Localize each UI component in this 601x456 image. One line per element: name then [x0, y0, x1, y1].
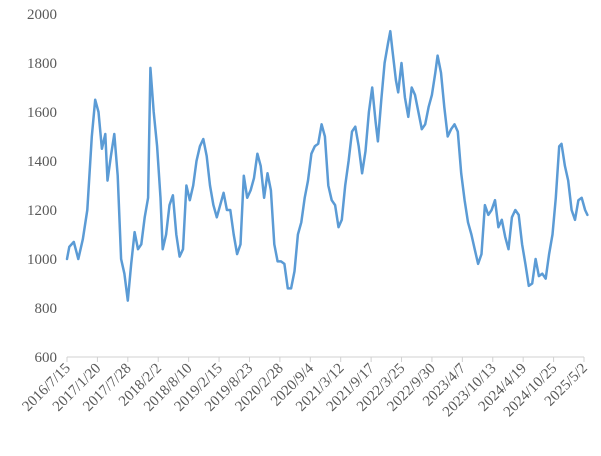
y-tick-label: 1200	[27, 203, 57, 219]
y-tick-label: 800	[35, 301, 58, 317]
y-axis: 600 800 1000 1200 1400 1600 1800 2000	[27, 7, 57, 366]
series-line	[65, 29, 589, 302]
x-axis: 2016/7/152017/1/202017/7/282018/2/22018/…	[19, 356, 591, 420]
y-tick-label: 600	[35, 350, 58, 366]
y-tick-label: 1400	[27, 154, 57, 170]
y-tick-label: 2000	[27, 7, 57, 23]
y-tick-label: 1800	[27, 56, 57, 72]
y-tick-label: 1000	[27, 252, 57, 268]
y-tick-label: 1600	[27, 105, 57, 121]
series-layer	[65, 29, 589, 302]
